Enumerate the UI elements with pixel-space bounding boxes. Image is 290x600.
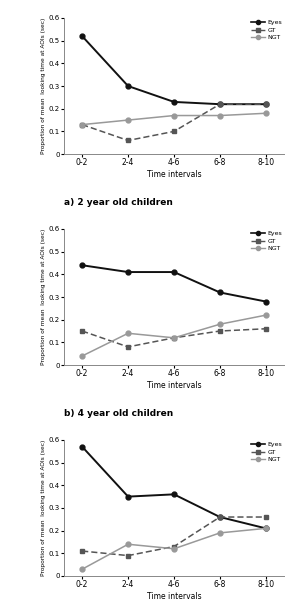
X-axis label: Time intervals: Time intervals [147,592,201,600]
X-axis label: Time intervals: Time intervals [147,170,201,179]
Y-axis label: Proportion of mean  looking time at AOIs (sec): Proportion of mean looking time at AOIs … [41,18,46,154]
Y-axis label: Proportion of mean  looking time at AOIs (sec): Proportion of mean looking time at AOIs … [41,229,46,365]
Text: b) 4 year old children: b) 4 year old children [64,409,173,418]
Legend: Eyes, GT, NGT: Eyes, GT, NGT [249,229,284,253]
Legend: Eyes, GT, NGT: Eyes, GT, NGT [249,440,284,464]
Legend: Eyes, GT, NGT: Eyes, GT, NGT [249,18,284,42]
Y-axis label: Proportion of mean  looking time at AOIs (sec): Proportion of mean looking time at AOIs … [41,440,46,576]
X-axis label: Time intervals: Time intervals [147,381,201,390]
Text: a) 2 year old children: a) 2 year old children [64,197,173,206]
